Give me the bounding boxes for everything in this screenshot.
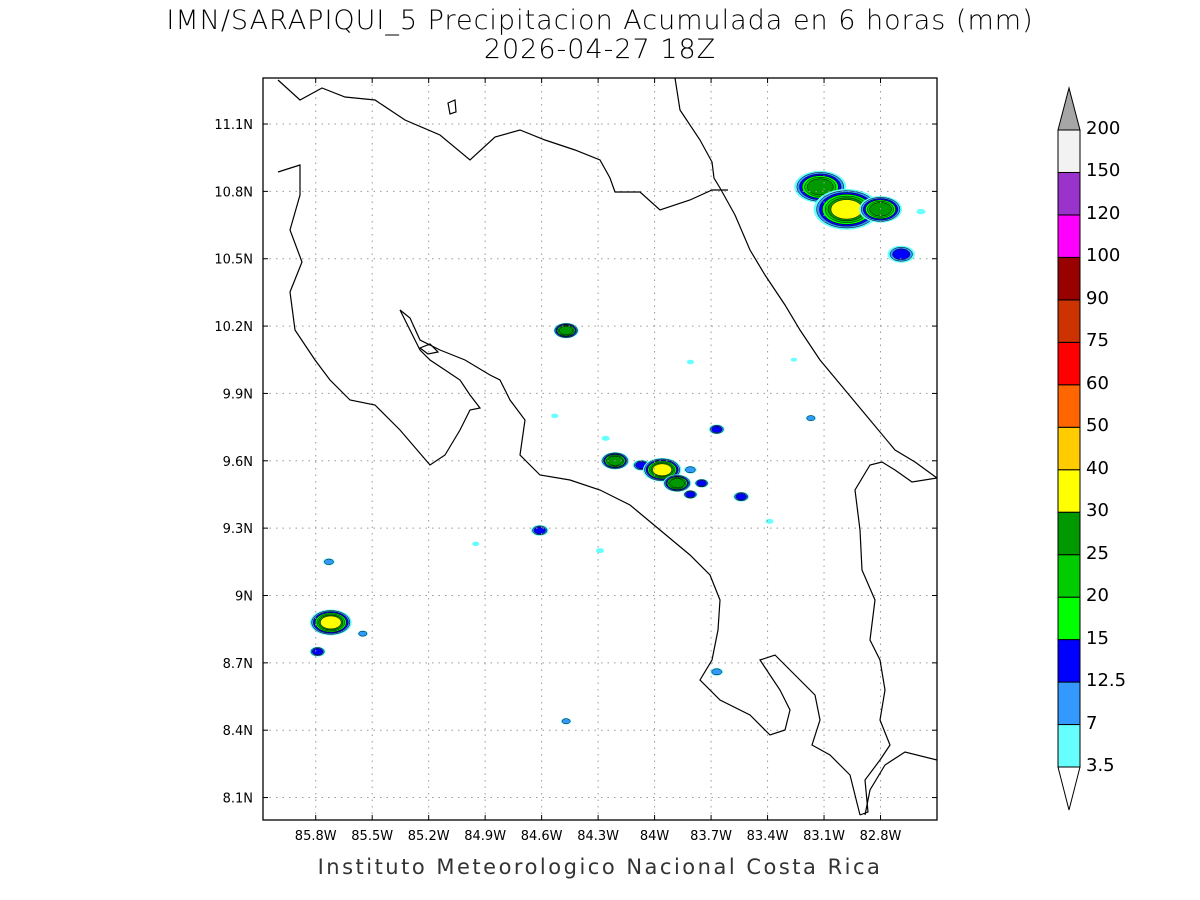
colorbar-box [1057,384,1081,428]
precip-contour-3.5 [596,548,604,554]
island-chira [418,343,440,355]
colorbar-box [1057,511,1081,556]
border-panama [854,461,937,816]
lat-tick-label: 10.5N [214,253,253,268]
precip-contour-12.5 [892,248,911,260]
precip-contour-3.5 [790,357,798,362]
map-frame [262,77,938,821]
footer-credit: Instituto Meteorologico Nacional Costa R… [317,855,883,879]
lat-tick-label: 10.2N [214,320,253,335]
precip-contour-25 [669,478,685,489]
colorbar-box [1057,554,1081,598]
map-subtitle: 2026-04-27 18Z [483,34,717,65]
lon-tick-label: 84.9W [464,829,506,844]
lon-tick-label: 84.3W [577,829,619,844]
precip-contour-3.5 [551,413,559,419]
precip-contour-12.5 [685,491,696,498]
lon-tick-label: 84W [640,829,670,844]
colorbar-box [1057,214,1081,258]
precip-contour-7 [358,630,368,637]
lon-tick-label: 85.2W [408,829,450,844]
coastline-lake-nicaragua [277,79,728,211]
colorbar-label: 90 [1086,287,1109,309]
colorbar-label: 100 [1086,245,1121,267]
coastline-pacific [277,164,861,816]
colorbar-label: 50 [1086,415,1109,437]
precip-contour-12.5 [711,425,723,433]
lat-tick-label: 8.4N [223,724,253,739]
colorbar [1057,86,1081,811]
precip-cells [309,170,926,725]
precip-contour-3.5 [601,435,610,441]
colorbar-label: 7 [1086,712,1098,734]
lon-tick-label: 85.5W [351,829,393,844]
precip-contour-7 [711,668,722,676]
colorbar-box [1057,469,1081,513]
lon-tick-label: 83.4W [747,829,789,844]
colorbar-label: 30 [1086,500,1109,522]
precip-contour-30 [652,463,672,476]
colorbar-label: 75 [1086,330,1109,352]
precip-contour-12.5 [735,493,747,501]
colorbar-label: 200 [1086,118,1121,139]
colorbar-label: 60 [1086,372,1109,394]
map-title: IMN/SARAPIQUI_5 Precipitacion Acumulada … [166,5,1034,36]
precip-contour-7 [324,558,334,565]
axis-ticks: 85.8W 85.5W 85.2W 84.9W 84.6W 84.3W 84W 83.7W 83… [214,78,937,844]
colorbar-box [1057,341,1081,386]
lat-tick-label: 8.7N [223,657,253,672]
colorbar-label: 25 [1086,542,1109,564]
coastlines [277,78,937,816]
colorbar-label: 150 [1086,160,1121,182]
precip-contour-3.5 [916,208,926,215]
lon-tick-label: 83.7W [690,829,732,844]
lat-tick-label: 11.1N [214,118,253,133]
precip-contour-7 [806,415,816,421]
precip-contour-7 [561,718,571,725]
lon-tick-label: 82.8W [860,829,902,844]
lat-tick-label: 9.6N [223,455,253,470]
colorbar-under-triangle [1057,766,1081,811]
colorbar-label: 15 [1086,627,1109,649]
precip-contour-25 [807,178,834,196]
lon-tick-label: 84.6W [521,829,563,844]
colorbar-box [1057,724,1081,768]
colorbar-box [1057,426,1081,471]
precip-contour-3.5 [765,518,774,524]
precip-contour-12.5 [696,479,707,487]
lat-tick-label: 8.1N [223,792,253,807]
colorbar-box [1057,596,1081,641]
colorbar-label: 40 [1086,457,1109,479]
colorbar-label: 12.5 [1086,670,1127,692]
grid-lines [263,78,937,820]
lon-tick-label: 83.1W [803,829,845,844]
precip-contour-7 [685,466,696,474]
lat-tick-label: 9N [235,589,253,604]
lat-tick-label: 9.9N [223,387,253,402]
colorbar-label: 3.5 [1086,755,1115,776]
precip-contour-25 [559,326,574,336]
lon-tick-label: 85.8W [295,829,337,844]
precip-contour-3.5 [686,359,694,365]
island [447,99,457,115]
colorbar-box [1057,256,1081,301]
colorbar-box [1057,681,1081,726]
coastline-caribbean [674,78,937,479]
precip-contour-12.5 [312,648,324,656]
coastline-panama-south [864,751,937,816]
precip-contour-30 [320,615,342,630]
colorbar-label: 20 [1086,585,1109,607]
lat-tick-label: 10.8N [214,185,253,200]
precip-contour-30 [830,199,863,220]
colorbar-label: 120 [1086,202,1121,224]
colorbar-over-triangle [1057,86,1081,131]
lat-tick-label: 9.3N [223,522,253,537]
precip-contour-3.5 [472,541,480,547]
colorbar-box [1057,171,1081,216]
colorbar-box [1057,639,1081,683]
colorbar-box [1057,299,1081,343]
colorbar-box [1057,129,1081,173]
